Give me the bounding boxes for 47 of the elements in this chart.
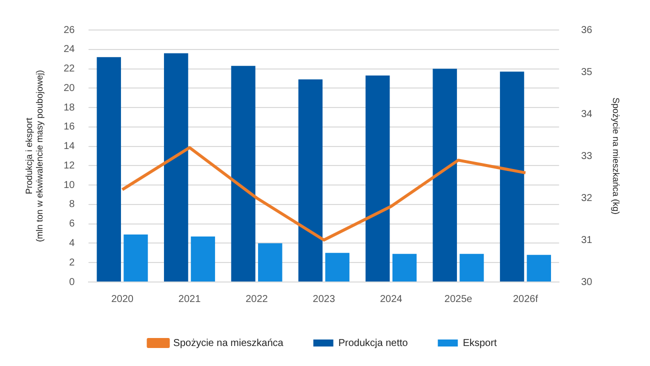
bar [392, 254, 417, 282]
legend-label: Produkcja netto [338, 338, 408, 349]
y-tick-label: 12 [64, 160, 76, 172]
y2-tick-label: 34 [581, 108, 593, 120]
y2-tick-label: 36 [581, 24, 593, 36]
y2-tick-label: 31 [581, 234, 593, 246]
bar [231, 66, 256, 282]
y2-tick-label: 30 [581, 276, 593, 288]
y-tick-label: 16 [64, 122, 76, 133]
bar [190, 236, 216, 282]
y-tick-label: 26 [64, 24, 76, 36]
y-tick-label: 24 [64, 44, 76, 56]
x-tick-label: 2023 [312, 294, 336, 305]
x-tick-label: 2021 [178, 294, 202, 305]
bar [500, 72, 524, 282]
y-tick-label: 20 [64, 82, 76, 94]
y-axis-title: Produkcja i eksport (mln ton w ekwiwalencie masy poubojowej) [24, 70, 45, 242]
y2-tick-label: 33 [581, 150, 593, 162]
y2-tick-label: 32 [581, 192, 593, 204]
x-tick-label: 2024 [380, 294, 403, 305]
y-tick-label: 10 [64, 180, 76, 191]
y2-axis-title: Spożycie na mieszkańca (kg) [611, 97, 622, 215]
bar [298, 79, 323, 282]
bar [96, 57, 121, 282]
bar [325, 252, 350, 282]
y2-tick-label: 35 [581, 66, 593, 78]
bar [366, 76, 390, 282]
bar [432, 68, 457, 282]
x-tick-label: 2020 [111, 294, 134, 305]
y-tick-label: 2 [69, 257, 76, 268]
y-tick-label: 4 [69, 238, 76, 249]
bar [460, 254, 484, 282]
y-tick-label: 14 [64, 141, 76, 152]
y-tick-label: 0 [69, 276, 76, 288]
y-tick-label: 8 [69, 199, 76, 210]
x-tick-label: 2025e [444, 294, 473, 305]
bar [124, 234, 148, 282]
legend-label: Spożycie na mieszkańca [173, 338, 284, 349]
y-tick-label: 18 [64, 102, 76, 114]
bar [164, 53, 188, 282]
x-tick-label: 2022 [246, 294, 268, 305]
bar [258, 243, 282, 282]
legend-label: Eksport [462, 338, 497, 349]
x-tick-label: 2026f [512, 294, 538, 305]
bar [526, 254, 552, 282]
y-tick-label: 6 [69, 218, 76, 230]
y-tick-label: 22 [64, 64, 76, 75]
